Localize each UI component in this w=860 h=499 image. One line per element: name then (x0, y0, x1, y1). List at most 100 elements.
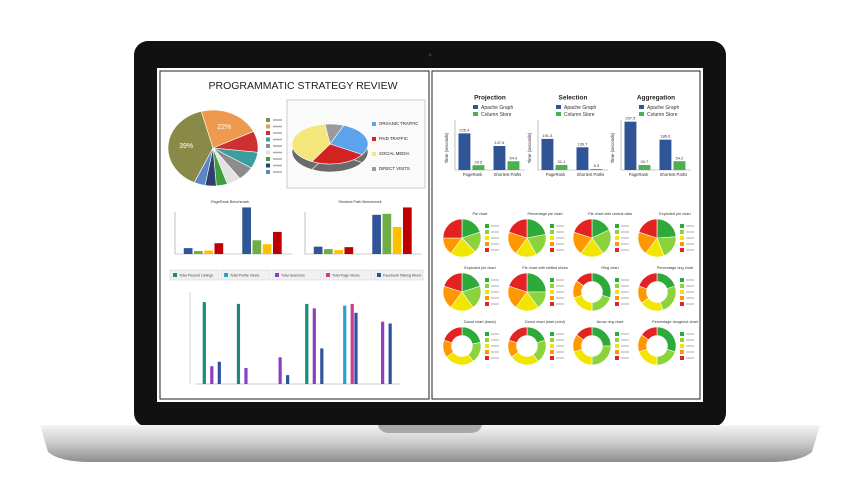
legend-label: SOCIAL MEDIA (379, 151, 410, 156)
legend-swatch (550, 344, 554, 348)
chart-title: Shortest Path Benchmark (338, 200, 381, 204)
bar-value-label: 139.7 (577, 141, 588, 146)
legend-swatch (485, 344, 489, 348)
legend-label: Column Store (481, 112, 512, 118)
chart-title: Donut chart (start point) (525, 320, 566, 324)
legend-swatch (485, 248, 489, 252)
bar (214, 243, 224, 254)
legend-swatch (639, 112, 644, 116)
legend-swatch (550, 224, 554, 228)
legend-swatch (615, 290, 619, 294)
bar (278, 357, 282, 384)
chart-title: PageRank Benchmark (211, 200, 249, 204)
x-tick-label: PageRank (629, 172, 649, 177)
pie-slice (193, 147, 214, 186)
toggle-button[interactable] (373, 269, 424, 281)
chart-title: Aggregation (637, 95, 675, 102)
legend-swatch (615, 338, 619, 342)
legend-label: Column Store (564, 112, 595, 118)
legend-swatch (485, 332, 489, 336)
bar (286, 375, 290, 384)
chart-title: Percentage doughnut chart (652, 320, 699, 324)
bar-value-label: 54.2 (675, 155, 684, 160)
toggle-button[interactable] (220, 269, 271, 281)
legend-swatch (173, 273, 177, 277)
y-axis-label: Time (seconds) (444, 132, 449, 163)
bar (576, 147, 589, 170)
bar (272, 231, 282, 254)
legend-swatch (680, 230, 684, 234)
legend-swatch (615, 296, 619, 300)
button-label: Facebook Talking About (383, 273, 421, 277)
legend-swatch (550, 332, 554, 336)
left-panel (159, 70, 430, 400)
legend-swatch (680, 338, 684, 342)
button-label: Total Profile Views (230, 273, 259, 277)
bar (493, 146, 506, 170)
bar-value-label: 6.3 (594, 163, 600, 168)
legend-swatch (473, 112, 478, 116)
legend-swatch (326, 273, 330, 277)
pie-value-label: 22% (217, 124, 231, 131)
bar (382, 213, 392, 254)
legend-swatch (550, 356, 554, 360)
legend-swatch (680, 302, 684, 306)
pie-value-label: 39% (179, 143, 193, 150)
pie-slice (443, 326, 463, 344)
bar-value-label: 147.6 (494, 140, 505, 145)
legend-swatch (550, 242, 554, 246)
legend-swatch (680, 290, 684, 294)
pie-slice (291, 123, 331, 162)
pie-slice (638, 272, 658, 290)
chart-title: Pie chart with shifted slices (522, 266, 568, 270)
dashboard-title: PROGRAMMATIC STRATEGY REVIEW (208, 80, 397, 92)
legend-swatch (680, 224, 684, 228)
bar (624, 121, 637, 170)
x-tick-label: Shortest Paths (660, 172, 687, 177)
legend-swatch (485, 278, 489, 282)
bar (183, 248, 193, 254)
legend-swatch (485, 338, 489, 342)
legend-swatch (485, 284, 489, 288)
bar (217, 361, 221, 384)
bar (194, 251, 203, 254)
legend-swatch (266, 124, 270, 129)
pie-slice (508, 326, 528, 344)
pie-slice (508, 218, 528, 239)
legend-swatch (485, 302, 489, 306)
pie-slice (324, 123, 345, 145)
y-axis-label: Time (seconds) (527, 132, 532, 163)
x-tick-label: PageRank (463, 172, 483, 177)
legend-swatch (615, 344, 619, 348)
legend-swatch (615, 332, 619, 336)
bar (472, 165, 485, 170)
bar-value-label: 297.5 (625, 116, 636, 121)
legend-swatch (680, 242, 684, 246)
legend-swatch (372, 137, 376, 141)
bar (252, 240, 262, 254)
legend-swatch (485, 356, 489, 360)
legend-swatch (266, 118, 270, 122)
legend-swatch (680, 332, 684, 336)
x-tick-label: Shortest Paths (577, 172, 604, 177)
legend-swatch (266, 137, 270, 142)
bar (388, 323, 392, 384)
legend-swatch (372, 167, 376, 171)
legend-swatch (680, 344, 684, 348)
pie-slice (576, 326, 593, 341)
toggle-button[interactable] (322, 269, 373, 281)
toggle-button[interactable] (271, 269, 322, 281)
chart-title: Exploded pie chart (464, 266, 496, 270)
legend-swatch (550, 290, 554, 294)
chart-title: Ring chart (601, 266, 619, 270)
toggle-button[interactable] (169, 269, 220, 281)
bar (244, 367, 248, 384)
legend-swatch (485, 236, 489, 240)
legend-swatch (550, 302, 554, 306)
legend-label: Column Store (647, 112, 678, 118)
chart-title: Percentage pie chart (527, 212, 563, 216)
legend-swatch (372, 122, 376, 126)
bar (312, 308, 316, 384)
